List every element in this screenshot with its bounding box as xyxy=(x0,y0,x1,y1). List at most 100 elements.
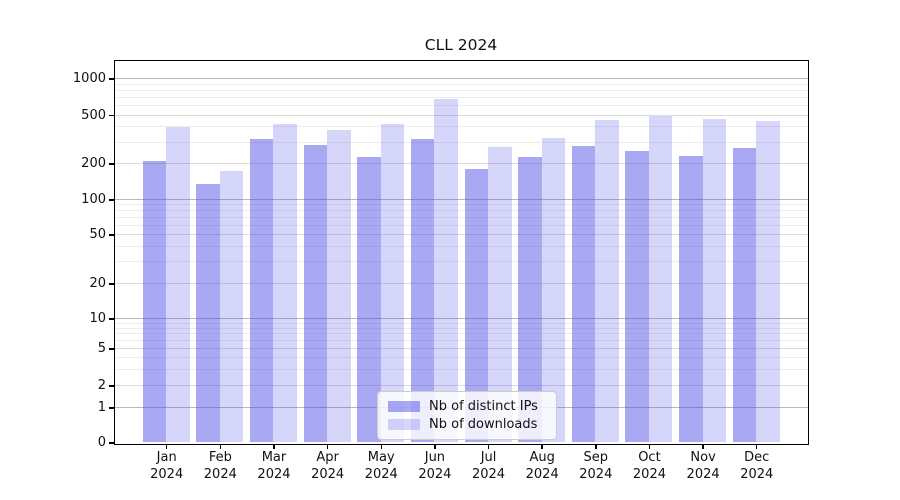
legend-item-downloads: Nb of downloads xyxy=(388,417,546,432)
x-tick-label-year: 2024 xyxy=(740,466,774,482)
x-tick-mark-jul xyxy=(487,444,490,449)
x-tick-label-year: 2024 xyxy=(418,466,452,482)
gridline-y-300 xyxy=(114,141,808,143)
gridline-y-2 xyxy=(114,385,808,386)
gridline-y-60 xyxy=(114,224,808,226)
bar-downloads-jul xyxy=(488,147,512,443)
y-tick-mark-5 xyxy=(109,348,115,350)
gridline-y-30 xyxy=(114,261,808,263)
bar-downloads-aug xyxy=(541,137,566,443)
x-tick-mark-nov xyxy=(702,444,704,449)
gridline-y-9 xyxy=(114,322,808,324)
y-tick-mark-50 xyxy=(109,234,115,236)
bar-distinct-ips-aug xyxy=(518,157,542,443)
legend-swatch-downloads xyxy=(388,419,420,430)
bar-distinct-ips-nov xyxy=(679,155,703,443)
x-tick-label-sep: Sep 2024 xyxy=(570,450,622,483)
bar-distinct-ips-jul xyxy=(464,168,489,443)
y-tick-label-2: 2 xyxy=(97,378,106,393)
y-tick-label-5: 5 xyxy=(97,341,106,356)
legend-item-distinct-ips: Nb of distinct IPs xyxy=(388,399,546,414)
y-tick-label-1000: 1000 xyxy=(72,71,106,86)
y-tick-mark-100 xyxy=(109,199,115,201)
gridline-y-10 xyxy=(114,318,808,319)
legend-swatch-distinct-ips xyxy=(388,401,420,412)
x-tick-label-aug: Aug 2024 xyxy=(516,450,568,483)
x-tick-label-feb: Feb 2024 xyxy=(194,450,246,483)
gridline-y-700 xyxy=(114,96,808,98)
gridline-y-7 xyxy=(114,333,808,335)
gridline-y-800 xyxy=(114,89,808,91)
x-tick-label-mar: Mar 2024 xyxy=(248,450,300,483)
x-tick-label-month: Jun xyxy=(424,450,446,465)
legend: Nb of distinct IPs Nb of downloads xyxy=(377,391,557,440)
bar-distinct-ips-may xyxy=(357,156,381,443)
legend-label-distinct-ips: Nb of distinct IPs xyxy=(429,399,538,414)
gridline-y-400 xyxy=(114,126,808,128)
x-tick-label-may: May 2024 xyxy=(355,450,407,483)
y-tick-mark-0 xyxy=(109,442,115,444)
y-tick-mark-1 xyxy=(109,407,115,409)
legend-label-downloads: Nb of downloads xyxy=(429,417,538,432)
plot-area xyxy=(113,59,809,445)
x-tick-label-year: 2024 xyxy=(257,466,291,482)
gridline-y-8 xyxy=(114,327,808,329)
bar-distinct-ips-feb xyxy=(196,183,220,443)
x-tick-mark-feb xyxy=(219,444,222,449)
y-tick-label-50: 50 xyxy=(89,227,106,242)
gridline-y-900 xyxy=(114,83,808,85)
gridline-y-500 xyxy=(114,114,808,116)
gridline-y-200 xyxy=(114,163,808,164)
x-tick-label-year: 2024 xyxy=(471,466,506,482)
x-tick-mark-may xyxy=(380,444,382,449)
gridline-y-80 xyxy=(114,210,808,212)
gridline-y-50 xyxy=(114,234,808,235)
x-tick-label-year: 2024 xyxy=(686,466,720,482)
gridline-y-100 xyxy=(114,199,808,200)
x-tick-mark-dec xyxy=(756,444,758,449)
x-tick-label-month: Dec xyxy=(744,450,770,465)
x-tick-label-jun: Jun 2024 xyxy=(409,450,461,483)
x-tick-mark-mar xyxy=(273,444,275,449)
x-tick-label-month: Jan xyxy=(156,450,177,465)
gridline-y-20 xyxy=(114,283,808,284)
y-tick-label-200: 200 xyxy=(81,156,106,171)
x-tick-mark-oct xyxy=(648,444,651,449)
x-tick-label-dec: Dec 2024 xyxy=(731,450,783,483)
x-tick-mark-sep xyxy=(595,444,597,449)
bar-downloads-nov xyxy=(702,118,727,443)
bar-downloads-jan xyxy=(166,127,190,443)
x-tick-label-month: May xyxy=(367,450,395,465)
x-tick-label-jan: Jan 2024 xyxy=(141,450,193,483)
y-tick-label-0: 0 xyxy=(97,435,106,450)
gridline-y-6 xyxy=(114,340,808,342)
bar-distinct-ips-apr xyxy=(303,145,328,443)
bar-downloads-feb xyxy=(219,170,244,443)
bar-downloads-dec xyxy=(756,120,780,443)
y-tick-label-500: 500 xyxy=(81,107,106,123)
y-tick-label-100: 100 xyxy=(81,192,106,207)
x-tick-label-month: Jul xyxy=(480,450,497,465)
gridline-y-70 xyxy=(114,217,808,218)
x-tick-label-apr: Apr 2024 xyxy=(302,450,354,483)
x-tick-label-month: Apr xyxy=(316,450,339,465)
gridline-y-600 xyxy=(114,104,808,106)
y-tick-mark-200 xyxy=(109,163,115,165)
x-tick-label-year: 2024 xyxy=(525,466,559,482)
bar-downloads-jun xyxy=(434,98,458,443)
gridline-y-3 xyxy=(114,368,808,370)
bar-downloads-oct xyxy=(648,116,673,443)
x-tick-label-year: 2024 xyxy=(364,466,398,482)
gridline-y-1000 xyxy=(114,78,808,79)
x-tick-label-month: Nov xyxy=(690,450,716,465)
y-tick-mark-10 xyxy=(109,318,115,320)
x-tick-label-month: Mar xyxy=(261,450,287,465)
bar-distinct-ips-jun xyxy=(410,139,435,443)
x-tick-label-nov: Nov 2024 xyxy=(677,450,729,483)
bar-downloads-apr xyxy=(327,129,351,443)
bar-downloads-sep xyxy=(595,120,619,443)
bar-downloads-mar xyxy=(273,123,297,443)
gridline-y-40 xyxy=(114,245,808,247)
x-tick-label-year: 2024 xyxy=(203,466,237,482)
